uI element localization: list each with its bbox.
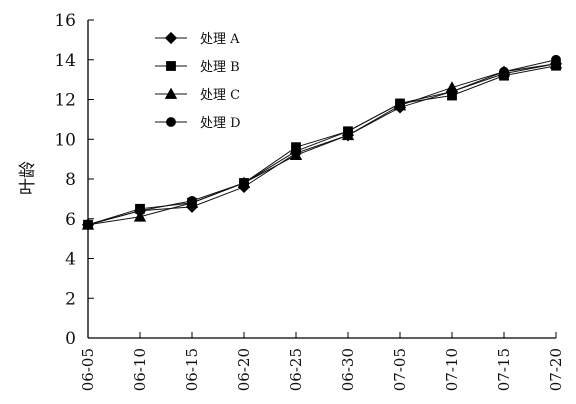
series-diamond: [83, 58, 562, 230]
data-point-circle: [188, 196, 197, 205]
data-point-circle: [396, 99, 405, 108]
legend-item: 处理 B: [155, 60, 240, 75]
y-tick-label: 0: [65, 329, 76, 349]
y-tick-label: 4: [65, 250, 76, 270]
legend-label: 处理 C: [200, 88, 240, 103]
y-tick-label: 8: [65, 170, 76, 190]
data-point-circle: [344, 127, 353, 136]
x-tick-label: 06-15: [183, 348, 201, 391]
data-point-circle: [552, 55, 561, 64]
y-tick-label: 14: [54, 51, 76, 71]
x-tick-label: 07-15: [495, 348, 513, 391]
x-tick-label: 07-20: [547, 348, 565, 391]
legend-item: 处理 C: [155, 88, 240, 103]
legend-marker-diamond: [166, 33, 177, 44]
y-tick-label: 16: [54, 11, 76, 31]
legend-marker-circle: [167, 118, 176, 127]
y-axis-title: 叶龄: [18, 161, 38, 195]
legend-item: 处理 D: [155, 116, 241, 131]
data-point-circle: [448, 87, 457, 96]
legend-item: 处理 A: [155, 32, 240, 47]
x-tick-label: 06-05: [79, 348, 97, 391]
y-tick-label: 2: [65, 289, 76, 309]
x-tick-label: 06-30: [339, 348, 357, 391]
series-line: [88, 64, 556, 225]
series-line: [88, 60, 556, 225]
series-group: [83, 55, 562, 230]
legend-label: 处理 D: [200, 116, 241, 131]
x-tick-label: 06-10: [131, 348, 149, 391]
y-tick-label: 12: [54, 91, 76, 111]
x-tick-label: 07-05: [391, 348, 409, 391]
data-point-circle: [292, 147, 301, 156]
legend: 处理 A 处理 B 处理 C 处理 D: [155, 32, 241, 131]
x-tick-label: 06-25: [287, 348, 305, 391]
data-point-circle: [500, 67, 509, 76]
y-tick-label: 6: [65, 210, 76, 230]
y-tick-label: 10: [54, 130, 76, 150]
axes: 0 2 4 6 8 10 12 14 16 06-05 06-10 06-15 06-20 06-25 06…: [54, 11, 565, 391]
data-point-circle: [240, 178, 249, 187]
data-point-circle: [136, 206, 145, 215]
legend-label: 处理 B: [200, 60, 240, 75]
legend-marker-square: [167, 62, 176, 71]
x-tick-label: 06-20: [235, 348, 253, 391]
x-tick-label: 07-10: [443, 348, 461, 391]
legend-label: 处理 A: [200, 32, 240, 47]
data-point-circle: [84, 220, 93, 229]
